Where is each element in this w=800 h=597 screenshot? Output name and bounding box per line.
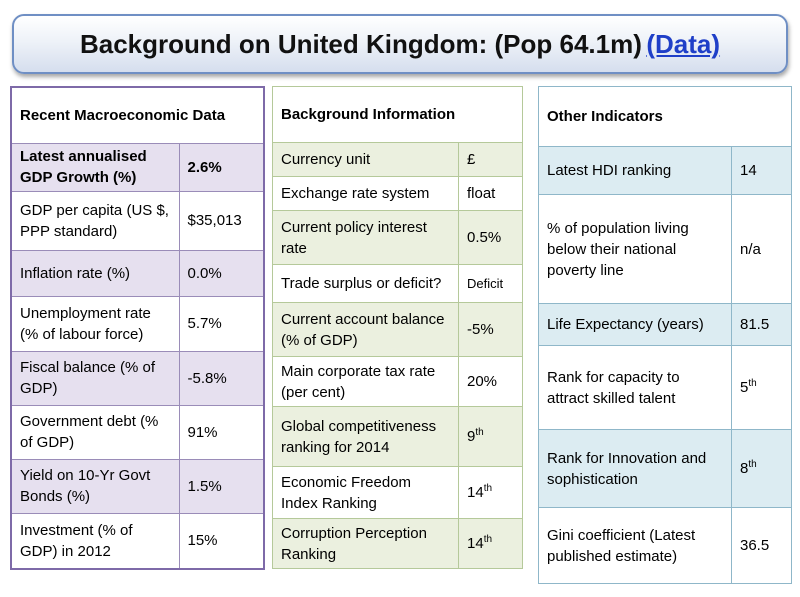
other-heading: Other Indicators	[537, 86, 793, 147]
rank-number: 14	[467, 535, 484, 552]
rank-number: 9	[467, 428, 476, 445]
row-label: Main corporate tax rate (per cent)	[272, 356, 459, 407]
rank-number: 8	[740, 460, 749, 477]
table-row: % of population living below their natio…	[538, 194, 793, 304]
table-row: Rank for capacity to attract skilled tal…	[538, 345, 793, 430]
row-value: 14th	[457, 518, 524, 569]
row-value: 0.0%	[178, 249, 265, 297]
page-title: Background on United Kingdom: (Pop 64.1m…	[79, 28, 642, 59]
row-label: Fiscal balance (% of GDP)	[10, 350, 180, 406]
row-label: Trade surplus or deficit?	[272, 264, 459, 303]
row-value: 91%	[178, 404, 265, 460]
row-label: Corruption Perception Ranking	[272, 518, 459, 569]
row-label: Investment (% of GDP) in 2012	[10, 512, 180, 570]
row-label: Yield on 10-Yr Govt Bonds (%)	[10, 458, 180, 514]
row-value: 5.7%	[178, 295, 265, 352]
row-value: 14	[730, 146, 793, 195]
other-indicators-table: Other Indicators Latest HDI ranking 14 %…	[537, 86, 793, 584]
row-value: 20%	[457, 356, 524, 407]
row-label: Rank for Innovation and sophistication	[538, 429, 732, 508]
background-heading: Background Information	[271, 86, 524, 143]
macro-table: Recent Macroeconomic Data Latest annuali…	[10, 86, 266, 570]
table-row: Yield on 10-Yr Govt Bonds (%) 1.5%	[10, 458, 265, 514]
row-label: Currency unit	[272, 142, 459, 177]
row-label: Exchange rate system	[272, 176, 459, 211]
row-label: Latest HDI ranking	[538, 146, 732, 195]
ordinal-suffix: th	[748, 459, 757, 470]
row-value: float	[457, 176, 524, 211]
row-value: -5%	[457, 302, 524, 357]
row-value: 14th	[457, 466, 524, 519]
row-label: Current account balance (% of GDP)	[272, 302, 459, 357]
row-value: 81.5	[730, 303, 793, 346]
row-value: 9th	[457, 406, 524, 467]
background-table: Background Information Currency unit £ E…	[271, 86, 524, 569]
row-label: Gini coefficient (Latest published estim…	[538, 507, 732, 584]
rank-number: 5	[740, 379, 749, 396]
table-row: Life Expectancy (years) 81.5	[538, 303, 793, 346]
row-value: $35,013	[178, 190, 265, 251]
data-link[interactable]: (Data)	[646, 28, 721, 59]
macro-heading: Recent Macroeconomic Data	[10, 86, 265, 144]
row-value: 1.5%	[178, 458, 265, 514]
row-value: 0.5%	[457, 210, 524, 265]
row-label: % of population living below their natio…	[538, 194, 732, 304]
row-value: 8th	[730, 429, 793, 508]
table-row: Corruption Perception Ranking 14th	[272, 518, 524, 569]
row-value: n/a	[730, 194, 793, 304]
table-row: Current account balance (% of GDP) -5%	[272, 302, 524, 357]
row-label: Government debt (% of GDP)	[10, 404, 180, 460]
row-label: Current policy interest rate	[272, 210, 459, 265]
ordinal-suffix: th	[475, 427, 484, 438]
table-row: Gini coefficient (Latest published estim…	[538, 507, 793, 584]
table-row: Main corporate tax rate (per cent) 20%	[272, 356, 524, 407]
row-value: 36.5	[730, 507, 793, 584]
table-row: Inflation rate (%) 0.0%	[10, 249, 265, 297]
table-row: Trade surplus or deficit? Deficit	[272, 264, 524, 303]
table-row: Global competitiveness ranking for 2014 …	[272, 406, 524, 467]
row-label: Life Expectancy (years)	[538, 303, 732, 346]
row-label: Rank for capacity to attract skilled tal…	[538, 345, 732, 430]
row-value: 2.6%	[178, 142, 265, 192]
ordinal-suffix: th	[483, 483, 493, 494]
table-row: Government debt (% of GDP) 91%	[10, 404, 265, 460]
table-row: Unemployment rate (% of labour force) 5.…	[10, 295, 265, 352]
table-row: Current policy interest rate 0.5%	[272, 210, 524, 265]
row-label: Global competitiveness ranking for 2014	[272, 406, 459, 467]
ordinal-suffix: th	[748, 378, 757, 389]
title-banner: Background on United Kingdom: (Pop 64.1m…	[12, 14, 788, 74]
table-row: Exchange rate system float	[272, 176, 524, 211]
table-row: Currency unit £	[272, 142, 524, 177]
row-value: -5.8%	[178, 350, 265, 406]
table-row: GDP per capita (US $, PPP standard) $35,…	[10, 190, 265, 251]
row-label: Inflation rate (%)	[10, 249, 180, 297]
row-value: £	[457, 142, 524, 177]
rank-number: 14	[467, 484, 484, 501]
row-value: Deficit	[457, 264, 524, 303]
row-label: Economic Freedom Index Ranking	[272, 466, 459, 519]
row-label: Unemployment rate (% of labour force)	[10, 295, 180, 352]
table-row: Rank for Innovation and sophistication 8…	[538, 429, 793, 508]
row-value: 5th	[730, 345, 793, 430]
table-row: Latest annualised GDP Growth (%) 2.6%	[10, 142, 265, 192]
table-row: Fiscal balance (% of GDP) -5.8%	[10, 350, 265, 406]
row-label: Latest annualised GDP Growth (%)	[10, 142, 180, 192]
table-row: Latest HDI ranking 14	[538, 146, 793, 195]
table-row: Investment (% of GDP) in 2012 15%	[10, 512, 265, 570]
row-value: 15%	[178, 512, 265, 570]
row-label: GDP per capita (US $, PPP standard)	[10, 190, 180, 251]
table-row: Economic Freedom Index Ranking 14th	[272, 466, 524, 519]
ordinal-suffix: th	[483, 534, 493, 545]
